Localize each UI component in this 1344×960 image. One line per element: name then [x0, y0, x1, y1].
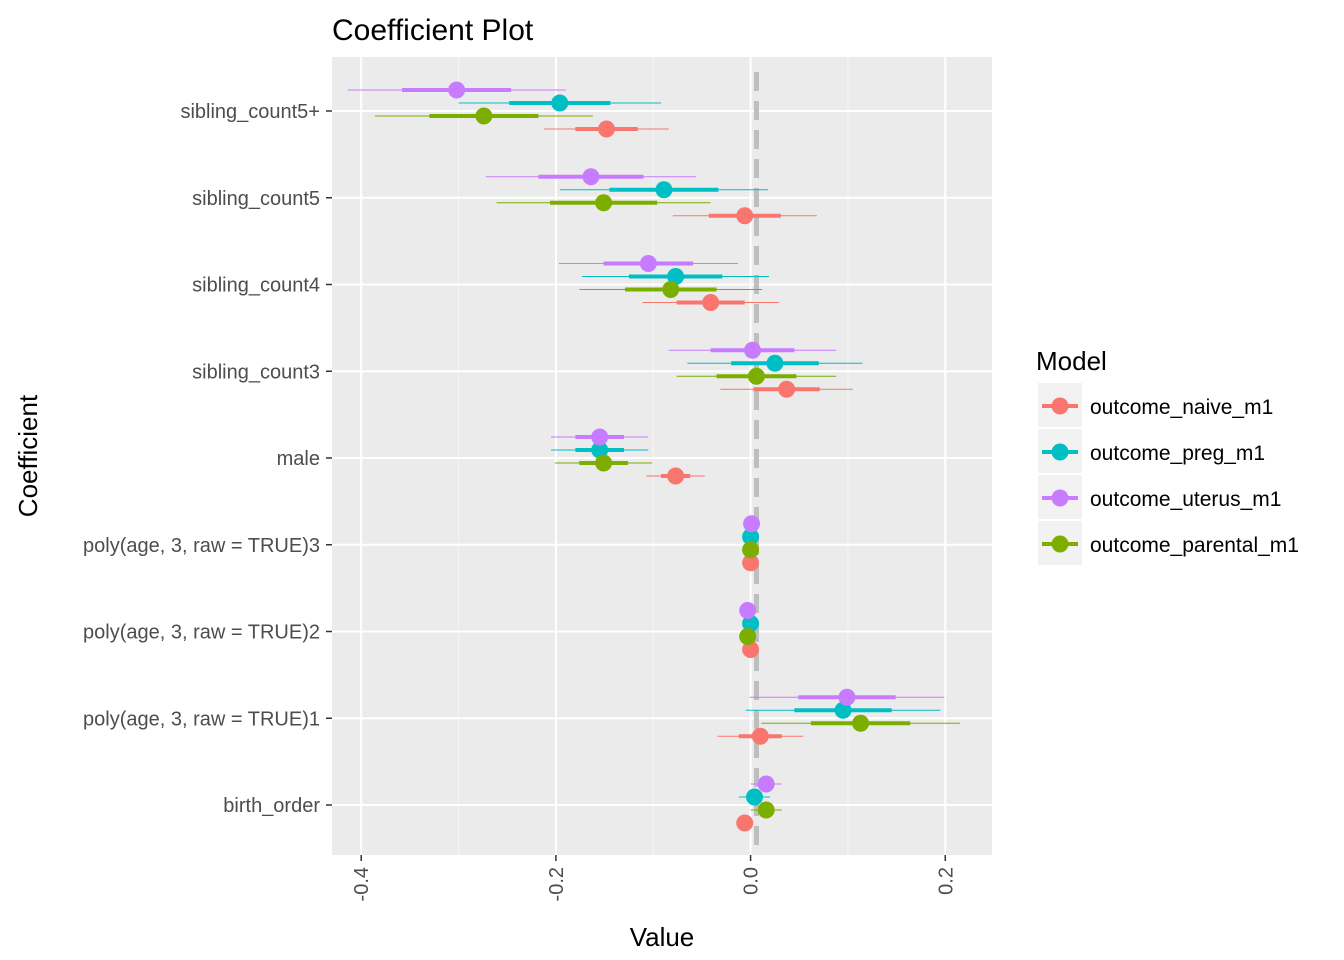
y-tick-label: male [277, 448, 320, 470]
estimate-point [852, 714, 870, 732]
y-tick-label: sibling_count3 [192, 361, 320, 383]
estimate-point [591, 428, 609, 446]
legend-key-point [1051, 535, 1069, 553]
estimate-point [757, 801, 775, 819]
x-tick-label: -0.4 [351, 867, 373, 901]
legend-label: outcome_uterus_m1 [1090, 488, 1281, 511]
estimate-point [475, 107, 493, 125]
legend-key-point [1051, 443, 1069, 461]
estimate-point [744, 341, 762, 359]
estimate-point [742, 528, 760, 546]
legend-key-point [1051, 489, 1069, 507]
estimate-point [739, 602, 757, 619]
legend-label: outcome_naive_m1 [1090, 396, 1273, 419]
estimate-point [639, 255, 657, 272]
chart-title: Coefficient Plot [332, 14, 534, 47]
x-axis-title: Value [630, 922, 695, 952]
estimate-point [834, 701, 852, 719]
y-tick-label: sibling_count5 [192, 188, 320, 210]
estimate-point [448, 81, 466, 99]
estimate-point [751, 727, 769, 745]
estimate-point [667, 268, 685, 285]
x-tick-label: -0.2 [546, 867, 568, 901]
estimate-point [598, 120, 616, 138]
x-tick-label: 0.2 [935, 867, 957, 895]
y-tick-label: sibling_count4 [192, 275, 320, 297]
estimate-point [766, 354, 784, 372]
estimate-point [662, 281, 680, 298]
legend: Model outcome_naive_m1 outcome_preg_m1out… [1036, 346, 1299, 565]
estimate-point [736, 207, 754, 225]
estimate-point [743, 515, 761, 533]
estimate-point [747, 367, 765, 385]
y-tick-label: sibling_count5+ [180, 101, 320, 123]
estimate-point [745, 788, 763, 806]
y-tick-label: poly(age, 3, raw = TRUE)2 [83, 622, 320, 644]
estimate-point [582, 168, 600, 186]
estimate-point [702, 294, 720, 311]
estimate-point [667, 467, 685, 485]
estimate-point [742, 615, 760, 632]
estimate-point [742, 554, 760, 572]
y-tick-label: poly(age, 3, raw = TRUE)1 [83, 708, 320, 730]
y-tick-label: poly(age, 3, raw = TRUE)3 [83, 535, 320, 557]
coefficient-marks [347, 81, 960, 832]
estimate-point [742, 541, 760, 559]
estimate-point [591, 441, 609, 459]
legend-title: Model [1036, 346, 1107, 376]
legend-key-point [1051, 397, 1069, 415]
estimate-point [778, 380, 796, 398]
estimate-point [595, 454, 613, 472]
estimate-point [736, 814, 754, 832]
estimate-point [739, 628, 757, 645]
x-tick-label: 0.0 [741, 867, 763, 895]
estimate-point [655, 181, 673, 199]
legend-label: outcome_parental_m1 [1090, 534, 1299, 557]
y-axis-title: Coefficient [13, 394, 43, 517]
estimate-point [742, 641, 760, 658]
y-axis-ticks: birth_order poly(age, 3, raw = TRUE)1 poly… [83, 101, 332, 817]
estimate-point [551, 94, 569, 112]
estimate-point [757, 775, 775, 793]
y-tick-label: birth_order [223, 795, 320, 817]
estimate-point [595, 194, 613, 212]
x-axis-ticks: -0.4 -0.2 0.0 0.2 [351, 855, 957, 901]
estimate-point [838, 688, 856, 706]
legend-label: outcome_preg_m1 [1090, 442, 1265, 465]
